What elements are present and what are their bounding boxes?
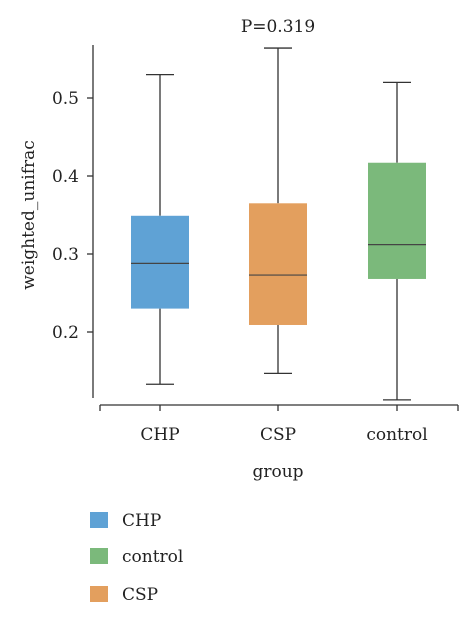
x-axis: CHP CSP control xyxy=(99,404,459,445)
y-axis-label: weighted_unifrac xyxy=(19,140,39,290)
box-csp xyxy=(249,47,307,374)
legend-label: CHP xyxy=(122,511,161,531)
legend: CHP control CSP xyxy=(90,511,183,605)
x-axis-label: group xyxy=(252,462,303,482)
legend-entry: CSP xyxy=(90,585,158,605)
iqr-box xyxy=(249,203,307,325)
legend-swatch xyxy=(90,586,108,602)
legend-entry: control xyxy=(90,547,183,567)
x-tick-label: control xyxy=(366,425,427,445)
legend-entry: CHP xyxy=(90,511,161,531)
boxes-group xyxy=(131,47,426,401)
iqr-box xyxy=(131,215,189,309)
box-control xyxy=(368,81,426,401)
legend-label: control xyxy=(122,547,183,567)
iqr-box xyxy=(368,162,426,279)
x-tick-label: CHP xyxy=(140,425,179,445)
y-tick-label: 0.3 xyxy=(52,245,79,265)
legend-swatch xyxy=(90,512,108,528)
y-tick-label: 0.2 xyxy=(52,323,79,343)
y-tick-label: 0.4 xyxy=(52,167,79,187)
x-tick-label: CSP xyxy=(260,425,296,445)
legend-label: CSP xyxy=(122,585,158,605)
box-chp xyxy=(131,73,189,385)
y-tick-label: 0.5 xyxy=(52,89,79,109)
legend-swatch xyxy=(90,548,108,564)
y-axis: 0.2 0.3 0.4 0.5 xyxy=(52,45,94,398)
p-value-annotation: P=0.319 xyxy=(241,17,315,37)
